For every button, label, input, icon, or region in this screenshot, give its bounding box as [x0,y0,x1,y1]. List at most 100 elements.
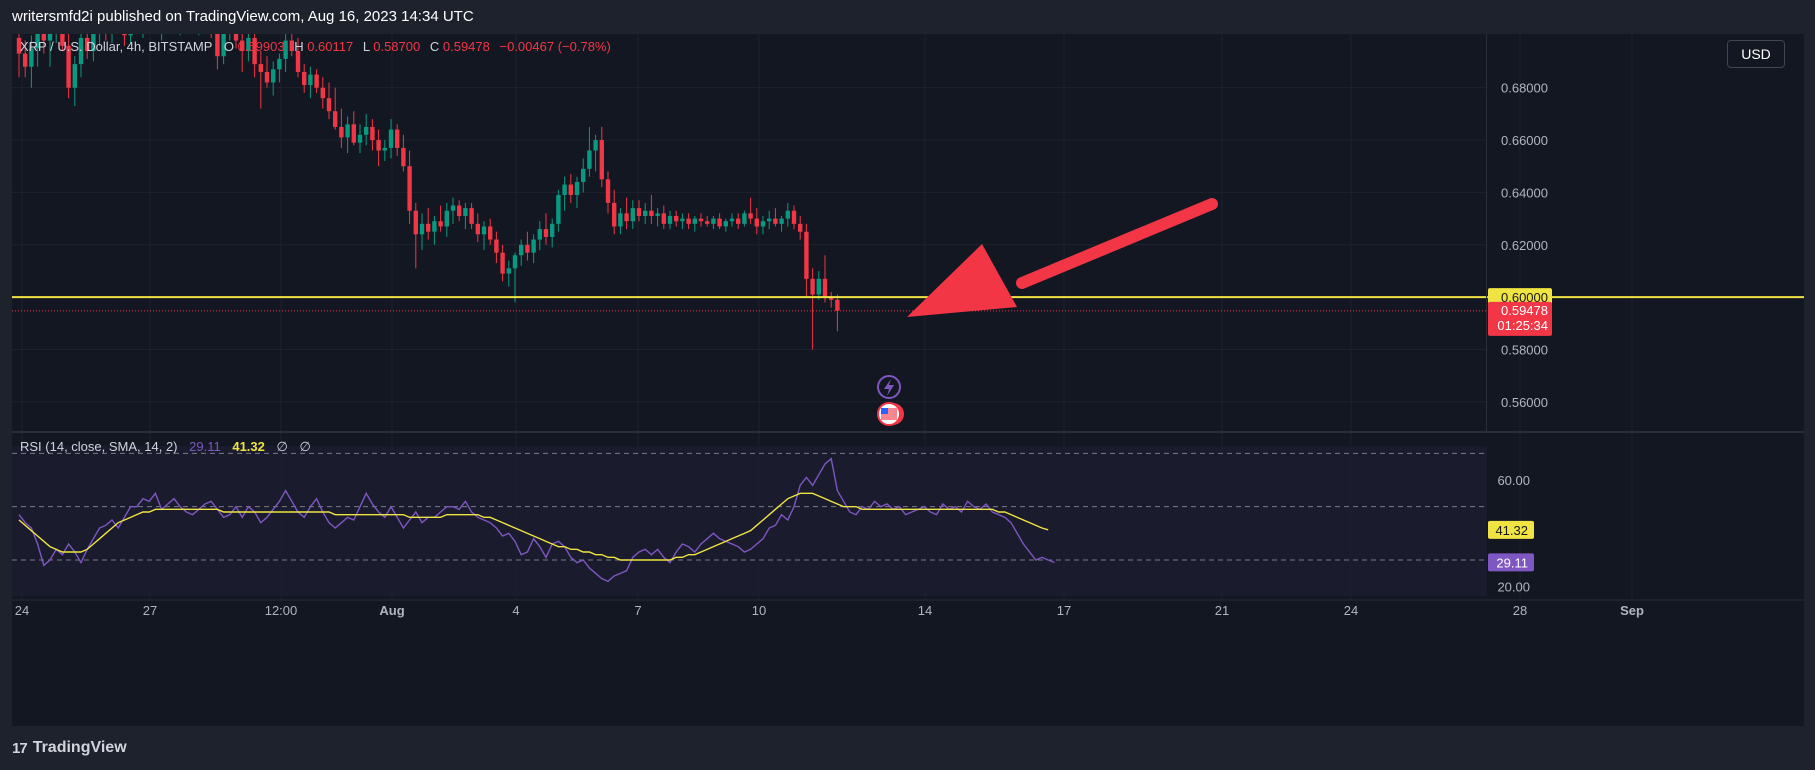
publisher-bar: writersmfd2i published on TradingView.co… [0,0,1815,34]
candle-body [339,126,344,138]
chart-frame[interactable]: 0.68000 0.66000 0.64000 0.62000 0.60000 0.580… [12,34,1804,726]
rsi-legend[interactable]: RSI (14, close, SMA, 14, 2) 29.11 41.32 … [20,439,311,454]
time-axis[interactable]: 24 27 12:00 Aug 4 7 10 14 17 21 24 28 Sep [15,603,1644,618]
candle-body [785,210,790,219]
candle-body [91,34,96,52]
time-tick-label: 7 [634,603,641,618]
candle-body [791,210,797,224]
candle-body [816,278,821,295]
svg-text:RSI (14, close, SMA, 14, 2): RSI (14, close, SMA, 14, 2) 29.11 41.32 … [20,439,311,454]
annotation-arrow[interactable] [907,198,1218,317]
legend-change: −0.00467 (−0.78%) [500,39,611,54]
candle-body [630,208,635,222]
candle-body [376,140,381,151]
candle-body [680,218,685,222]
rsi-band-fill [12,446,1487,596]
candle-body [258,64,263,72]
candle-body [66,45,71,88]
candle-body [754,218,759,227]
event-us-flag-icon[interactable] [877,402,904,426]
candle-body [804,231,809,279]
rsi-legend-ma-value: 41.32 [232,439,265,454]
legend-symbol: XRP / U.S. Dollar, 4h, BITSTAMP [20,39,212,54]
candle-body [599,140,604,180]
candle-body [277,58,282,70]
candle-body [419,223,425,235]
candle-body [667,215,673,224]
candle-body [698,218,704,222]
candle-body [835,299,840,311]
rsi-tick-label: 60.00 [1497,473,1530,488]
candle-body [444,210,449,227]
candle-body [308,74,313,86]
candle-body [357,134,363,143]
rsi-layer [12,452,1487,583]
event-lightning-icon[interactable] [877,375,901,399]
candle-body [407,166,412,211]
price-tick-label: 0.56000 [1501,395,1548,410]
candle-body [748,213,753,219]
price-tick-label: 0.64000 [1501,185,1548,200]
legend-l-value: 0.58700 [373,39,420,54]
candle-body [240,40,245,52]
time-tick-label: 17 [1057,603,1071,618]
candle-body [605,179,611,203]
candle-body [494,239,499,253]
rsi-axis[interactable]: 60.00 20.00 [1497,473,1530,595]
candle-body [537,229,542,240]
rsi-series-line [18,492,1049,561]
legend-h-label: H [294,39,303,54]
candle-body [525,244,530,253]
svg-text:XRP / U.S. Dollar, 4h, BITSTAM: XRP / U.S. Dollar, 4h, BITSTAMP O 0.5990… [20,39,611,54]
candle-body [72,64,77,88]
candle-body [320,87,325,99]
candle-body [16,37,22,54]
candle-body [692,218,697,224]
currency-button[interactable]: USD [1727,40,1785,68]
time-tick-label: Aug [379,603,404,618]
candle-body [395,129,400,148]
candle-body [326,98,332,112]
candle-body [543,229,549,237]
candle-body [289,40,294,52]
candle-body [463,208,468,216]
candle-body [674,215,679,222]
chart-canvas[interactable]: 0.68000 0.66000 0.64000 0.62000 0.60000 0.580… [12,34,1804,726]
svg-text:29.11: 29.11 [1496,555,1528,570]
candle-body [35,34,40,49]
candle-body [717,218,722,227]
candle-body [810,278,815,295]
candle-body [488,226,493,240]
time-tick-label: 24 [15,603,29,618]
rsi-series-line [18,457,1055,583]
candle-body [705,221,710,224]
candle-body [246,37,251,52]
rsi-legend-extra1: ∅ [277,439,288,454]
candle-body [506,268,511,274]
time-tick-label: 14 [918,603,932,618]
candle-body [345,124,350,138]
candle-body [767,218,772,222]
candle-body [252,37,257,65]
candle-body [736,218,741,224]
time-tick-label: 27 [143,603,157,618]
candle-body [469,208,474,224]
candle-body [215,34,220,57]
rsi-legend-rsi-value: 29.11 [189,439,221,454]
candle-body [302,71,307,86]
candle-body [475,223,480,235]
last-price-label: 0.59478 01:25:34 [1488,301,1552,336]
candle-body [829,297,834,300]
time-tick-label: 12:00 [265,603,298,618]
ohlc-legend[interactable]: XRP / U.S. Dollar, 4h, BITSTAMP O 0.5990… [20,39,611,54]
candle-body [370,126,375,141]
candle-body [413,210,418,235]
rsi-tick-label: 20.00 [1497,580,1530,595]
legend-h-value: 0.60117 [307,39,353,54]
tradingview-logo[interactable]: 17 TradingView [12,738,127,758]
candle-body [649,210,654,216]
candles-layer [16,34,840,350]
candle-body [711,218,716,224]
candle-body [519,244,524,256]
svg-text:0.59478: 0.59478 [1501,303,1548,318]
